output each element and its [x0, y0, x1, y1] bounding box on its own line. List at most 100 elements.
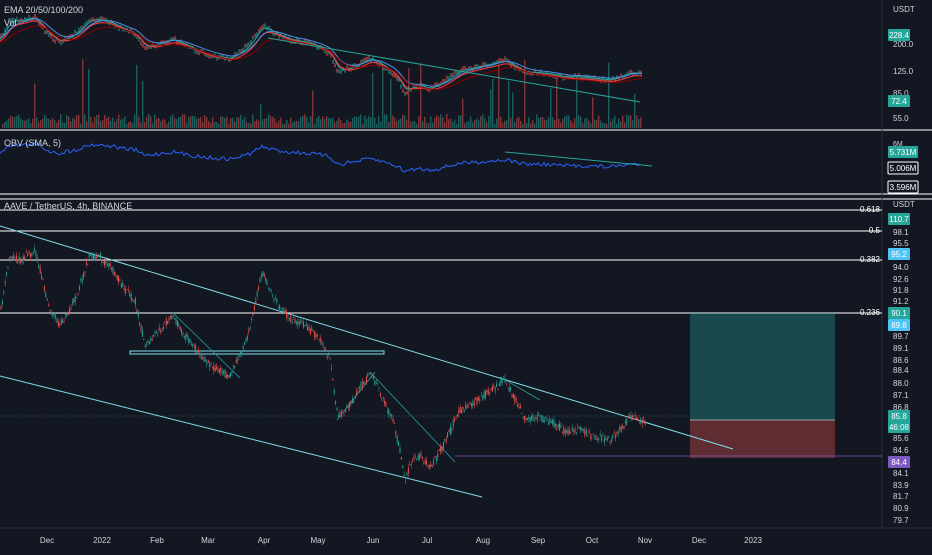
- candle-body: [336, 408, 338, 411]
- candle-body: [20, 258, 22, 263]
- candle-body: [378, 387, 380, 389]
- candle-body: [430, 463, 432, 467]
- candle-body: [472, 402, 474, 406]
- volume-bar: [478, 119, 480, 128]
- price-badge: [888, 307, 910, 319]
- candle-body: [391, 414, 393, 416]
- candle-body: [589, 436, 591, 438]
- volume-bar: [42, 118, 44, 128]
- candle-body: [419, 454, 421, 459]
- candle-body: [95, 254, 97, 260]
- candle-body: [111, 268, 113, 270]
- candle-body: [116, 275, 118, 281]
- candle-body: [255, 300, 257, 305]
- volume-bar: [444, 122, 446, 128]
- volume-bar: [132, 123, 134, 128]
- volume-bar: [388, 122, 390, 128]
- candle-body: [517, 404, 519, 407]
- candle-body: [78, 285, 80, 290]
- volume-bar: [328, 117, 330, 128]
- candle-body: [595, 435, 597, 440]
- volume-bar: [588, 120, 590, 128]
- volume-bar: [260, 104, 262, 128]
- volume-bar: [462, 98, 464, 128]
- candle-body: [349, 402, 351, 409]
- candle-body: [260, 275, 262, 278]
- volume-bar: [398, 119, 400, 128]
- volume-bar: [584, 118, 586, 128]
- axis-tick-label: 84.1: [893, 469, 909, 478]
- candle-body: [228, 375, 230, 378]
- candle-body: [171, 314, 173, 319]
- candle-body: [407, 467, 409, 474]
- candle-body: [269, 289, 271, 291]
- axis-tick-label: 95.5: [893, 239, 909, 248]
- volume-bar: [322, 116, 324, 128]
- volume-bar: [208, 120, 210, 128]
- candle-body: [514, 395, 516, 402]
- volume-bar: [332, 118, 334, 128]
- volume-bar: [56, 122, 58, 128]
- candle-body: [466, 405, 468, 408]
- volume-bar: [432, 122, 434, 128]
- volume-bar: [308, 122, 310, 128]
- candle-body: [578, 427, 580, 428]
- candle-body: [361, 381, 363, 389]
- volume-legend[interactable]: Vol: [4, 18, 17, 28]
- candle-body: [511, 395, 513, 398]
- volume-bar: [524, 60, 526, 129]
- main-legend[interactable]: AAVE / TetherUS, 4h, BINANCE: [4, 201, 133, 211]
- obv-legend[interactable]: OBV (SMA, 5): [4, 138, 62, 148]
- volume-bar: [16, 115, 18, 128]
- volume-bar: [434, 117, 436, 128]
- candle-body: [239, 351, 241, 355]
- candle-body: [295, 321, 297, 324]
- volume-bar: [346, 119, 348, 128]
- candle-body: [276, 299, 278, 303]
- candle-body: [434, 456, 436, 457]
- volume-bar: [496, 118, 498, 128]
- volume-bar: [204, 115, 206, 128]
- volume-bar: [500, 117, 502, 128]
- axis-tick-label: 94.0: [893, 263, 909, 272]
- candle-body: [147, 340, 149, 343]
- volume-bar: [184, 114, 186, 128]
- candle-body: [49, 309, 51, 311]
- candle-body: [181, 330, 183, 334]
- candle-body: [56, 318, 58, 323]
- candle-body: [343, 413, 345, 415]
- volume-bar: [360, 114, 362, 128]
- candle-body: [356, 391, 358, 395]
- candle-body: [441, 445, 443, 452]
- volume-bar: [350, 121, 352, 128]
- candle-body: [379, 393, 381, 397]
- volume-bar: [512, 92, 514, 128]
- candle-body: [50, 312, 52, 315]
- volume-bar: [108, 116, 110, 128]
- obv-badge: [887, 161, 919, 175]
- candle-body: [311, 327, 313, 331]
- candle-body: [46, 298, 48, 301]
- candle-body: [643, 416, 645, 418]
- volume-bar: [514, 122, 516, 128]
- candle-body: [217, 369, 219, 372]
- candle-body: [494, 387, 496, 392]
- volume-bar: [94, 117, 96, 128]
- candle-body: [21, 259, 23, 263]
- ema-legend[interactable]: EMA 20/50/100/200: [4, 5, 84, 15]
- axis-tick-label: 85.0: [893, 89, 909, 98]
- candle-body: [326, 355, 328, 358]
- trendline: [171, 311, 241, 379]
- time-axis-label: Feb: [150, 536, 164, 545]
- volume-bar: [502, 123, 504, 128]
- candle-body: [25, 252, 27, 253]
- volume-bar: [246, 122, 248, 128]
- fib-level-label: 0.5: [869, 226, 881, 235]
- candle-body: [577, 427, 579, 429]
- volume-bar: [374, 117, 376, 128]
- volume-bar: [480, 116, 482, 128]
- candle-body: [8, 257, 10, 261]
- candle-body: [587, 435, 589, 437]
